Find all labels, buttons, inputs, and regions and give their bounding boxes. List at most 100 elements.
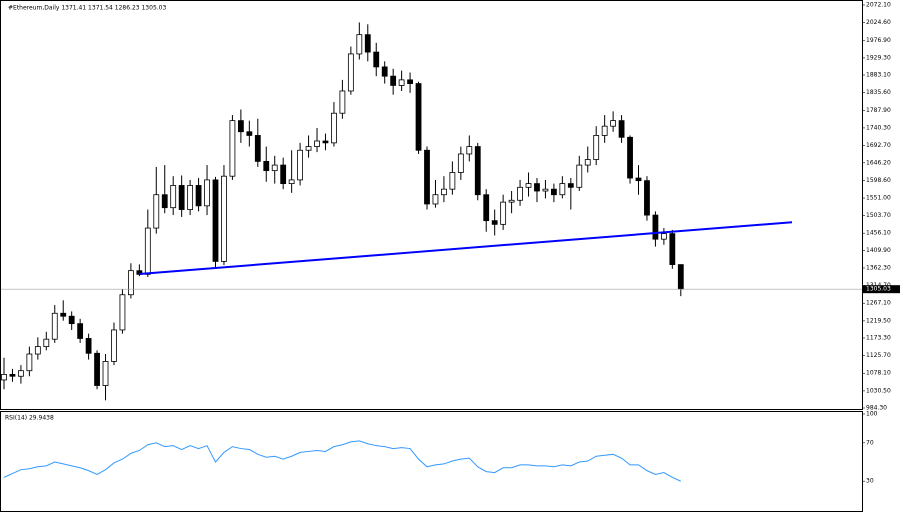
- candle-body: [677, 264, 684, 290]
- candle-body: [474, 146, 481, 196]
- candle-body: [660, 233, 667, 240]
- candle-body: [669, 233, 676, 265]
- candle-body: [102, 361, 109, 386]
- y-tick-label: 1835.60: [866, 89, 891, 96]
- candle-body: [1, 373, 7, 381]
- candle-body: [314, 140, 320, 147]
- candle-body: [136, 270, 143, 275]
- y-tick-label: 1976.90: [866, 37, 891, 44]
- candle-body: [449, 172, 456, 190]
- candle-body: [288, 179, 295, 185]
- candle-body: [195, 185, 202, 207]
- chart-title: #Ethereum,Daily 1371.41 1371.54 1286.23 …: [8, 5, 166, 12]
- candle-body: [305, 146, 312, 151]
- candle-body: [627, 136, 633, 179]
- y-tick-label: 1883.10: [866, 72, 891, 79]
- candle-body: [551, 188, 557, 196]
- y-tick-label: 1267.10: [866, 300, 891, 307]
- candle-body: [525, 183, 532, 188]
- y-tick-label: 30: [866, 478, 874, 485]
- candle-body: [534, 183, 540, 192]
- candle-body: [237, 120, 244, 133]
- candle-body: [559, 183, 566, 196]
- candle-body: [187, 185, 194, 210]
- candle-body: [373, 51, 380, 68]
- candle-body: [153, 194, 160, 229]
- marks: [1, 22, 862, 482]
- candle-body: [331, 112, 337, 144]
- candle-body: [381, 66, 388, 77]
- candle-body: [26, 353, 33, 372]
- candle-body: [500, 201, 507, 225]
- y-tick-label: 1409.90: [866, 247, 891, 254]
- candle-body: [204, 179, 210, 207]
- candle-body: [432, 194, 439, 205]
- y-tick-label: 1503.70: [866, 212, 891, 219]
- rsi-line: [3, 440, 682, 482]
- y-tick-label: 100: [866, 411, 878, 418]
- candle-body: [170, 185, 177, 209]
- candle-body: [111, 329, 117, 362]
- candle-body: [85, 338, 92, 354]
- candle-body: [347, 53, 354, 92]
- y-tick-label: 2072.10: [866, 2, 891, 9]
- y-tick-label: 984.30: [866, 405, 887, 412]
- candle-body: [144, 227, 151, 275]
- current-price-box: [863, 285, 900, 294]
- candle-body: [457, 153, 464, 173]
- candle-body: [483, 194, 490, 222]
- candle-body: [60, 312, 67, 317]
- y-tick-label: 1456.10: [866, 230, 891, 237]
- candle-body: [466, 146, 473, 155]
- y-tick-label: 1692.70: [866, 142, 891, 149]
- candle-body: [424, 149, 430, 205]
- candle-body: [161, 194, 168, 209]
- candle-body: [246, 131, 253, 136]
- y-tick-label: 1598.60: [866, 177, 891, 184]
- candle-body: [229, 120, 236, 177]
- candle-body: [356, 34, 363, 55]
- candle-body: [644, 180, 650, 216]
- y-tick-label: 1362.30: [866, 264, 891, 271]
- y-tick-label: 1551.00: [866, 195, 891, 202]
- candle-body: [441, 188, 447, 196]
- y-tick-label: 1173.30: [866, 334, 891, 341]
- candle-body: [576, 164, 583, 188]
- candle-body: [508, 199, 515, 203]
- y-tick-label: 1078.10: [866, 370, 891, 377]
- candle-body: [280, 164, 287, 185]
- rsi-frame: [0, 411, 863, 512]
- candle-body: [127, 270, 134, 296]
- candle-body: [68, 315, 75, 325]
- candle-body: [212, 179, 219, 262]
- y-tick-label: 1219.50: [866, 317, 891, 324]
- candle-body: [51, 312, 58, 340]
- candle-body: [297, 149, 304, 181]
- y-tick-label: 1646.20: [866, 159, 891, 166]
- candle-body: [254, 135, 261, 162]
- candle-body: [517, 186, 523, 201]
- y-tick-label: 1740.30: [866, 124, 891, 131]
- candle-body: [119, 294, 126, 331]
- candle-body: [9, 373, 16, 377]
- candle-body: [18, 370, 24, 377]
- candle-body: [43, 338, 50, 348]
- trendline: [139, 221, 793, 275]
- candle-body: [271, 164, 278, 172]
- candle-body: [94, 352, 100, 386]
- y-tick-label: 70: [866, 439, 874, 446]
- labels: 2072.10 2024.60 1976.90 1929.30 1883.10 1835.…: [862, 2, 900, 485]
- candle-body: [491, 220, 498, 225]
- candle-body: [364, 34, 371, 53]
- candle-body: [390, 75, 397, 86]
- candle-body: [178, 185, 185, 210]
- main-frame: [0, 0, 863, 410]
- candle-body: [339, 90, 346, 114]
- candle-body: [635, 177, 642, 182]
- candle-body: [407, 79, 413, 84]
- candle-body: [593, 135, 600, 160]
- y-tick-label: 1030.50: [866, 387, 891, 394]
- candle-body: [221, 175, 227, 262]
